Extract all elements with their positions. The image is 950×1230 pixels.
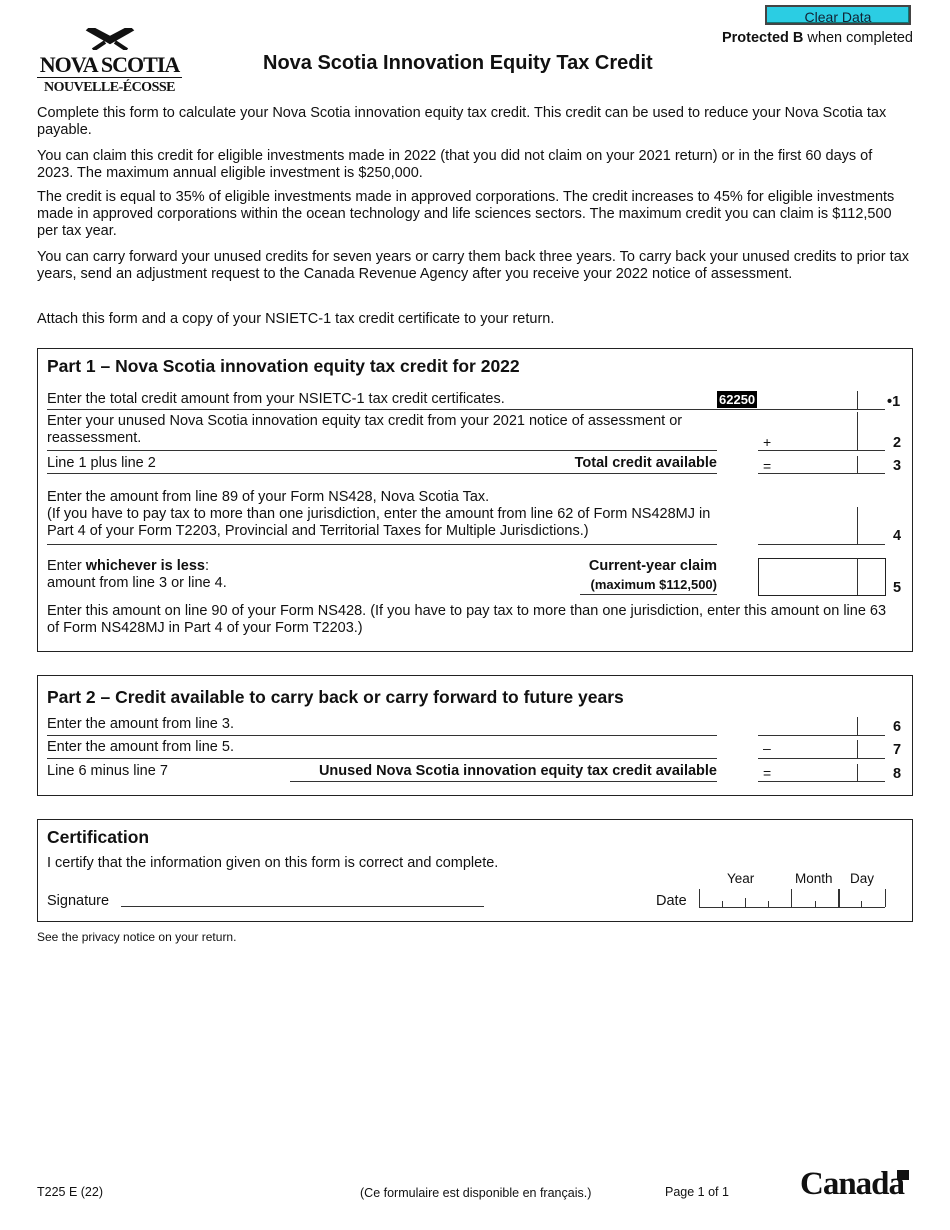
line2-number: 2 bbox=[893, 435, 902, 451]
line6-number: 6 bbox=[893, 719, 902, 735]
clear-data-button[interactable]: Clear Data bbox=[765, 5, 911, 25]
month-label: Month bbox=[795, 871, 833, 886]
line3-input[interactable] bbox=[758, 456, 857, 473]
line1-label: Enter the total credit amount from your … bbox=[47, 391, 505, 407]
part2-title: Part 2 – Credit available to carry back … bbox=[47, 687, 624, 707]
page-title: Nova Scotia Innovation Equity Tax Credit bbox=[263, 52, 653, 74]
line5-bold: whichever is less bbox=[85, 558, 205, 574]
line2-label: Enter your unused Nova Scotia innovation… bbox=[47, 413, 683, 446]
equals-sign: = bbox=[763, 458, 772, 474]
line7-label: Enter the amount from line 5. bbox=[47, 739, 234, 755]
certification-section bbox=[37, 819, 913, 922]
line4-note: (If you have to pay tax to more than one… bbox=[47, 506, 711, 539]
flag-icon bbox=[897, 1170, 909, 1180]
line3-label: Line 1 plus line 2 bbox=[47, 455, 156, 471]
minus-sign: – bbox=[763, 740, 771, 756]
intro-2: You can claim this credit for eligible i… bbox=[37, 148, 873, 181]
date-input[interactable] bbox=[699, 889, 886, 908]
part2-section bbox=[37, 675, 913, 796]
cert-title: Certification bbox=[47, 827, 150, 847]
line8-bold: Unused Nova Scotia innovation equity tax… bbox=[318, 763, 717, 779]
line5-number: 5 bbox=[893, 580, 902, 596]
line8-input[interactable] bbox=[758, 764, 857, 781]
claim-max: (maximum $112,500) bbox=[590, 577, 717, 592]
line4-input[interactable] bbox=[758, 507, 857, 544]
cert-text: I certify that the information given on … bbox=[47, 855, 499, 871]
line8-number: 8 bbox=[893, 766, 902, 782]
signature-line[interactable] bbox=[121, 906, 484, 907]
line1-code: 62250 bbox=[717, 391, 758, 408]
line4-number: 4 bbox=[893, 528, 902, 544]
line8-label: Line 6 minus line 7 bbox=[47, 763, 168, 779]
line5-input[interactable] bbox=[758, 558, 886, 596]
line1-number: •1 bbox=[887, 394, 901, 410]
part1-note: Enter this amount on line 90 of your For… bbox=[47, 603, 887, 636]
line3-number: 3 bbox=[893, 458, 902, 474]
line7-number: 7 bbox=[893, 742, 902, 758]
protected-rest: when completed bbox=[803, 30, 913, 46]
line4-label: Enter the amount from line 89 of your Fo… bbox=[47, 489, 490, 505]
intro-5: Attach this form and a copy of your NSIE… bbox=[37, 311, 555, 327]
equals-sign-8: = bbox=[763, 765, 772, 781]
protected-label: Protected B when completed bbox=[722, 30, 913, 47]
line6-label: Enter the amount from line 3. bbox=[47, 716, 234, 732]
logo-line2: NOUVELLE-ÉCOSSE bbox=[44, 80, 175, 95]
signature-label: Signature bbox=[47, 893, 110, 909]
nova-scotia-logo: NOVA SCOTIA NOUVELLE-ÉCOSSE bbox=[37, 25, 182, 96]
year-label: Year bbox=[727, 871, 755, 886]
intro-4: You can carry forward your unused credit… bbox=[37, 249, 910, 282]
line5-sub: amount from line 3 or line 4. bbox=[47, 575, 227, 591]
date-label: Date bbox=[656, 893, 687, 909]
part1-section bbox=[37, 348, 913, 652]
intro-3: The credit is equal to 35% of eligible i… bbox=[37, 189, 895, 239]
day-label: Day bbox=[850, 871, 875, 886]
claim-label: Current-year claim bbox=[588, 558, 717, 574]
privacy-notice: See the privacy notice on your return. bbox=[37, 930, 237, 944]
line6-input[interactable] bbox=[758, 717, 857, 735]
line2-input[interactable] bbox=[758, 412, 857, 450]
canada-wordmark: Canada bbox=[800, 1166, 905, 1202]
line5-post: : bbox=[204, 558, 210, 574]
french-note: (Ce formulaire est disponible en françai… bbox=[360, 1186, 592, 1200]
line3-bold: Total credit available bbox=[574, 455, 717, 471]
plus-sign: + bbox=[763, 434, 772, 450]
line5-pre: Enter bbox=[47, 558, 86, 574]
page-number: Page 1 of 1 bbox=[665, 1185, 729, 1199]
protected-bold: Protected B bbox=[721, 30, 804, 46]
logo-line1: NOVA SCOTIA bbox=[39, 52, 181, 77]
line5-label: Enter whichever is less: bbox=[47, 558, 209, 575]
part1-title: Part 1 – Nova Scotia innovation equity t… bbox=[47, 356, 520, 376]
line1-input[interactable] bbox=[758, 391, 857, 409]
saltire-icon bbox=[85, 25, 134, 52]
form-code: T225 E (22) bbox=[37, 1185, 104, 1199]
intro-1: Complete this form to calculate your Nov… bbox=[37, 105, 887, 138]
line7-input[interactable] bbox=[758, 740, 857, 758]
